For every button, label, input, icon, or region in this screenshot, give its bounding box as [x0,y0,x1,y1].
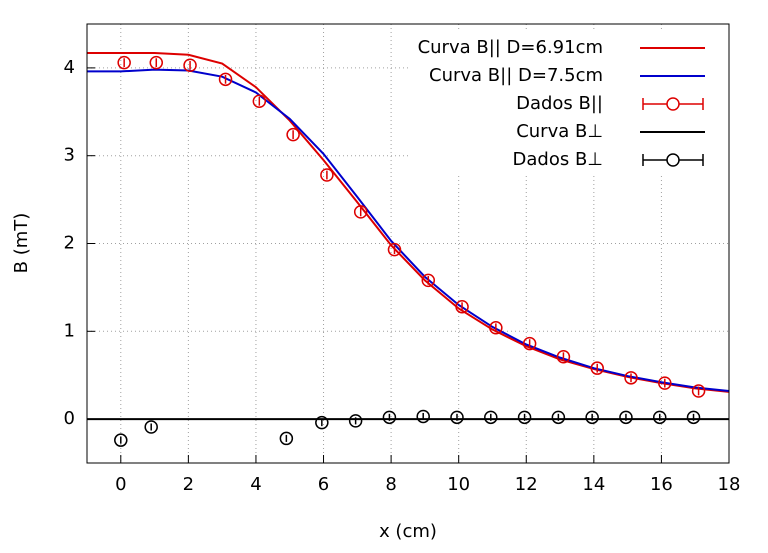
x-tick-label: 6 [318,474,329,495]
legend-swatch [666,153,680,167]
data-point [117,55,131,70]
data-point [252,94,267,109]
legend-label: Dados B⊥ [513,149,603,170]
data-point [387,242,402,257]
data-point [286,127,300,142]
legend-swatch [666,97,680,111]
data-point [320,168,334,182]
y-tick-label: 0 [64,408,75,429]
data-point [590,361,604,375]
data-point [585,410,599,425]
x-tick-label: 8 [385,474,396,495]
y-tick-label: 4 [64,57,75,78]
legend-label: Curva B⊥ [516,121,603,142]
x-tick-label: 2 [183,474,194,495]
legend-label: Dados B|| [516,93,603,114]
data-point [416,409,430,424]
y-tick-label: 3 [64,145,75,166]
data-point [183,58,197,73]
data-point [382,410,397,425]
data-point [489,321,503,335]
data-point [619,410,633,425]
y-tick-label: 2 [64,233,75,254]
data-point [348,414,363,428]
x-tick-label: 4 [250,474,261,495]
data-point [652,410,667,425]
data-point [556,350,571,364]
x-axis-label: x (cm) [379,521,437,542]
data-point [114,433,128,447]
data-point [144,420,158,434]
data-point [658,376,672,390]
data-point [455,299,469,314]
data-point [315,415,329,430]
data-point [484,410,498,425]
x-tick-label: 18 [718,474,741,495]
data-point [421,273,436,288]
legend-label: Curva B|| D=6.91cm [418,37,603,58]
data-point [691,384,706,398]
data-point [279,431,294,446]
x-tick-label: 12 [515,474,538,495]
plot-frame [86,23,730,464]
x-tick-label: 14 [582,474,605,495]
y-axis-label: B (mT) [11,213,32,274]
data-point [353,205,368,219]
y-tick-label: 1 [64,320,75,341]
data-point [517,410,532,425]
curve [87,68,730,392]
data-point [522,336,537,351]
data-point [686,410,701,425]
data-point [551,410,566,425]
legend-label: Curva B|| D=7.5cm [429,65,603,86]
data-point [218,72,233,87]
data-point [149,55,164,70]
data-point [624,371,638,385]
x-tick-label: 16 [650,474,673,495]
x-tick-label: 10 [447,474,470,495]
x-tick-label: 0 [115,474,126,495]
data-point [450,410,464,425]
